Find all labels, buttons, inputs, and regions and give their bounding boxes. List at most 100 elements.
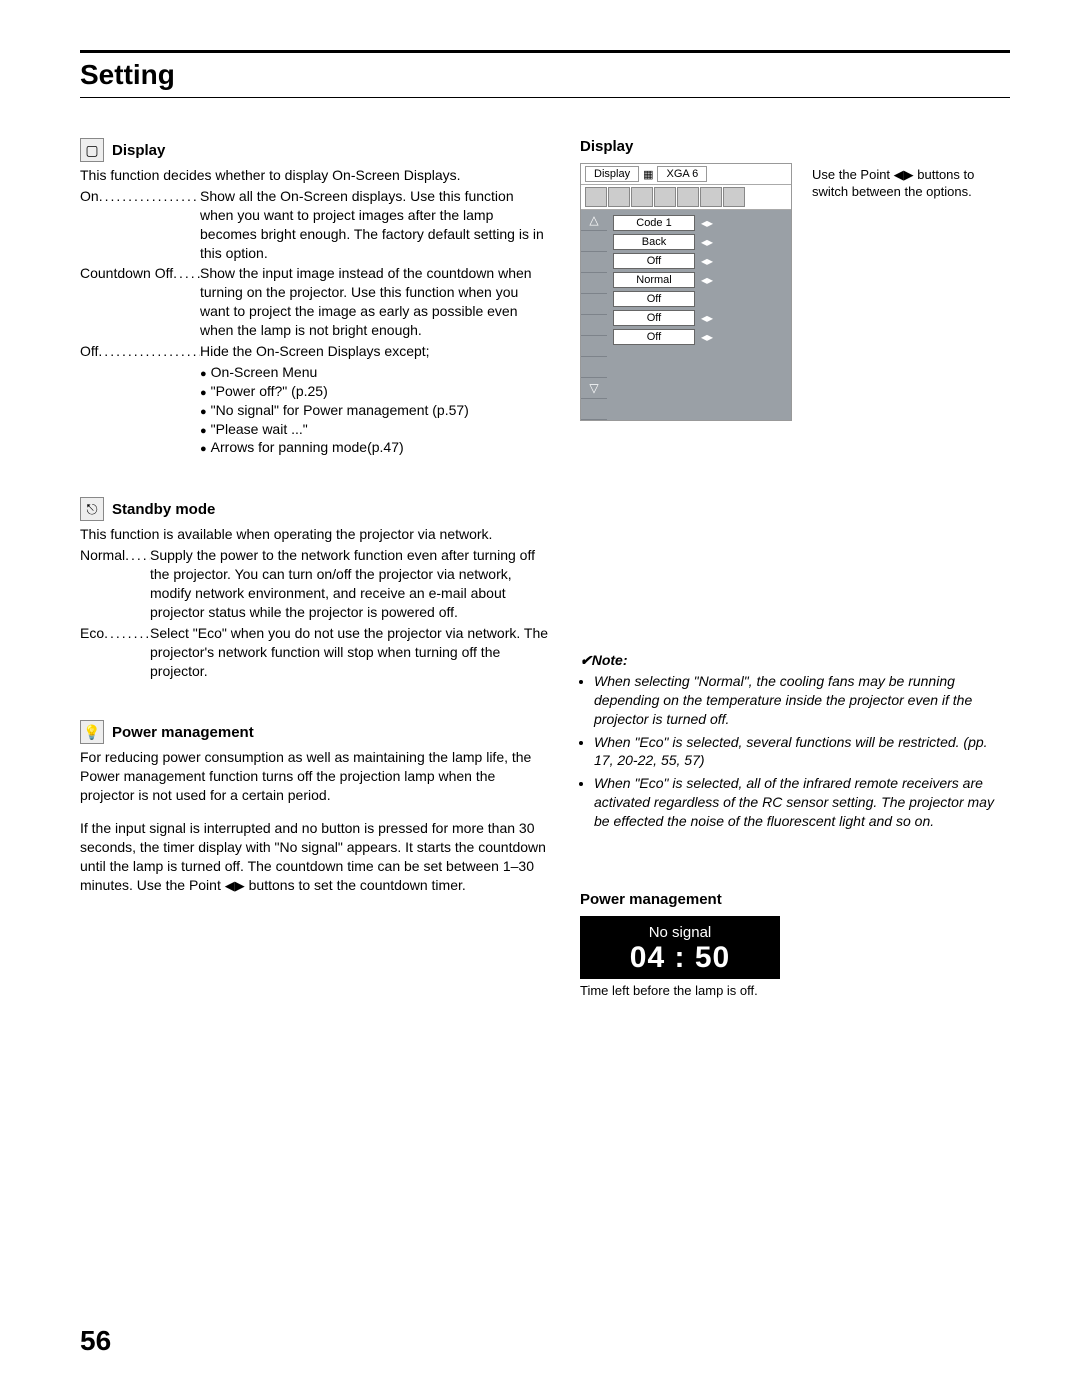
display-icon: ▢ [80, 138, 104, 162]
top-rule [80, 50, 1010, 53]
osd-tab-icon [585, 187, 607, 207]
osd-tab-icon [723, 187, 745, 207]
osd-up-icon: △ [581, 210, 607, 231]
osd-menu-title: Display [585, 166, 639, 182]
power-icon: 💡 [80, 720, 104, 744]
standby-list: Normal Supply the power to the network f… [80, 546, 550, 680]
standby-item: Eco Select "Eco" when you do not use the… [80, 624, 550, 681]
point-arrows-icon: ◀▶ [894, 167, 914, 182]
note-heading: ✔Note: [580, 651, 1010, 670]
osd-option: Normal ◂▸ [613, 272, 785, 288]
osd-side: △ ▽ [581, 210, 607, 420]
standby-desc: Select "Eco" when you do not use the pro… [150, 624, 550, 681]
power-p2: If the input signal is interrupted and n… [80, 819, 550, 895]
lr-arrows-icon: ◂▸ [701, 235, 713, 249]
display-term: Off [80, 342, 200, 457]
page-number: 56 [80, 1325, 111, 1357]
osd-tab-icon [700, 187, 722, 207]
nosignal-text: No signal [580, 924, 780, 941]
display-off-desc: Hide the On-Screen Displays except; [200, 343, 430, 359]
note-list: When selecting "Normal", the cooling fan… [594, 672, 1010, 831]
osd-option: Back ◂▸ [613, 234, 785, 250]
display-desc: Hide the On-Screen Displays except; On-S… [200, 342, 550, 457]
page-title: Setting [80, 59, 1010, 91]
standby-icon: ⎋ [80, 497, 104, 521]
osd-label: Off [613, 310, 695, 326]
timer-value: 04 : 50 [580, 941, 780, 975]
section-display: ▢ Display This function decides whether … [80, 138, 550, 457]
osd-body: △ ▽ Code 1 ◂▸ Back ◂▸ Off ◂▸ Normal ◂▸ Off O… [581, 210, 791, 420]
standby-term: Normal [80, 546, 150, 622]
section-standby: ⎋ Standby mode This function is availabl… [80, 497, 550, 680]
timer-caption: Time left before the lamp is off. [580, 983, 1010, 998]
menu-with-hint: Display ▦ XGA 6 △ ▽ [580, 163, 1010, 421]
osd-label: Off [613, 291, 695, 307]
right-power: Power management No signal 04 : 50 Time … [580, 891, 1010, 998]
power-p2b: buttons to set the countdown timer. [245, 877, 466, 893]
display-list: On Show all the On-Screen displays. Use … [80, 187, 550, 457]
osd-side-icon [581, 336, 607, 357]
lr-arrows-icon: ◂▸ [701, 311, 713, 325]
osd-side-icon [581, 399, 607, 420]
osd-signal: XGA 6 [657, 166, 707, 182]
standby-term: Eco [80, 624, 150, 681]
content-columns: ▢ Display This function decides whether … [80, 138, 1010, 998]
lr-arrows-icon: ◂▸ [701, 216, 713, 230]
standby-item: Normal Supply the power to the network f… [80, 546, 550, 622]
standby-desc: Supply the power to the network function… [150, 546, 550, 622]
osd-side-icon [581, 231, 607, 252]
osd-option: Off ◂▸ [613, 253, 785, 269]
osd-label: Code 1 [613, 215, 695, 231]
display-desc: Show the input image instead of the coun… [200, 264, 550, 340]
hint-text-a: Use the Point [812, 167, 894, 182]
osd-menu: Display ▦ XGA 6 △ ▽ [580, 163, 792, 421]
display-intro: This function decides whether to display… [80, 166, 550, 185]
menu-glyph-icon: ▦ [643, 168, 653, 181]
osd-side-icon [581, 315, 607, 336]
lr-arrows-icon: ◂▸ [701, 330, 713, 344]
bullet-item: "Power off?" (p.25) [200, 382, 550, 401]
lr-arrows-icon: ◂▸ [701, 254, 713, 268]
note-item: When selecting "Normal", the cooling fan… [594, 672, 1010, 729]
display-item: Countdown Off Show the input image inste… [80, 264, 550, 340]
bullet-item: "No signal" for Power management (p.57) [200, 401, 550, 420]
display-heading: Display [112, 142, 165, 159]
standby-heading: Standby mode [112, 501, 215, 518]
power-p1: For reducing power consumption as well a… [80, 748, 550, 805]
bullet-item: Arrows for panning mode(p.47) [200, 438, 550, 457]
bullet-item: "Please wait ..." [200, 420, 550, 439]
osd-label: Normal [613, 272, 695, 288]
lr-arrows-icon: ◂▸ [701, 273, 713, 287]
osd-rows: Code 1 ◂▸ Back ◂▸ Off ◂▸ Normal ◂▸ Off Off ◂▸… [607, 210, 791, 420]
osd-option: Off ◂▸ [613, 310, 785, 326]
osd-tab-icon [654, 187, 676, 207]
display-item: On Show all the On-Screen displays. Use … [80, 187, 550, 263]
osd-side-icon [581, 273, 607, 294]
osd-hint: Use the Point ◀▶ buttons to switch betwe… [812, 167, 1010, 201]
osd-label: Off [613, 253, 695, 269]
left-column: ▢ Display This function decides whether … [80, 138, 550, 998]
osd-side-icon [581, 294, 607, 315]
osd-tab-icon [631, 187, 653, 207]
right-column: Display Display ▦ XGA 6 △ [580, 138, 1010, 998]
point-arrows-icon: ◀▶ [225, 878, 245, 893]
osd-side-icon [581, 252, 607, 273]
osd-down-icon: ▽ [581, 378, 607, 399]
bullet-item: On-Screen Menu [200, 363, 550, 382]
osd-label: Off [613, 329, 695, 345]
display-term: On [80, 187, 200, 263]
display-off-bullets: On-Screen Menu "Power off?" (p.25) "No s… [200, 363, 550, 457]
osd-tab-icon [608, 187, 630, 207]
display-desc: Show all the On-Screen displays. Use thi… [200, 187, 550, 263]
display-item: Off Hide the On-Screen Displays except; … [80, 342, 550, 457]
osd-option: Off [613, 291, 785, 307]
osd-label: Back [613, 234, 695, 250]
osd-icon-row [581, 185, 791, 210]
osd-option: Off ◂▸ [613, 329, 785, 345]
osd-option: Code 1 ◂▸ [613, 215, 785, 231]
title-underline [80, 97, 1010, 98]
osd-tab-icon [677, 187, 699, 207]
osd-menu-top: Display ▦ XGA 6 [581, 164, 791, 185]
note-block: ✔Note: When selecting "Normal", the cool… [580, 651, 1010, 831]
display-term: Countdown Off [80, 264, 200, 340]
